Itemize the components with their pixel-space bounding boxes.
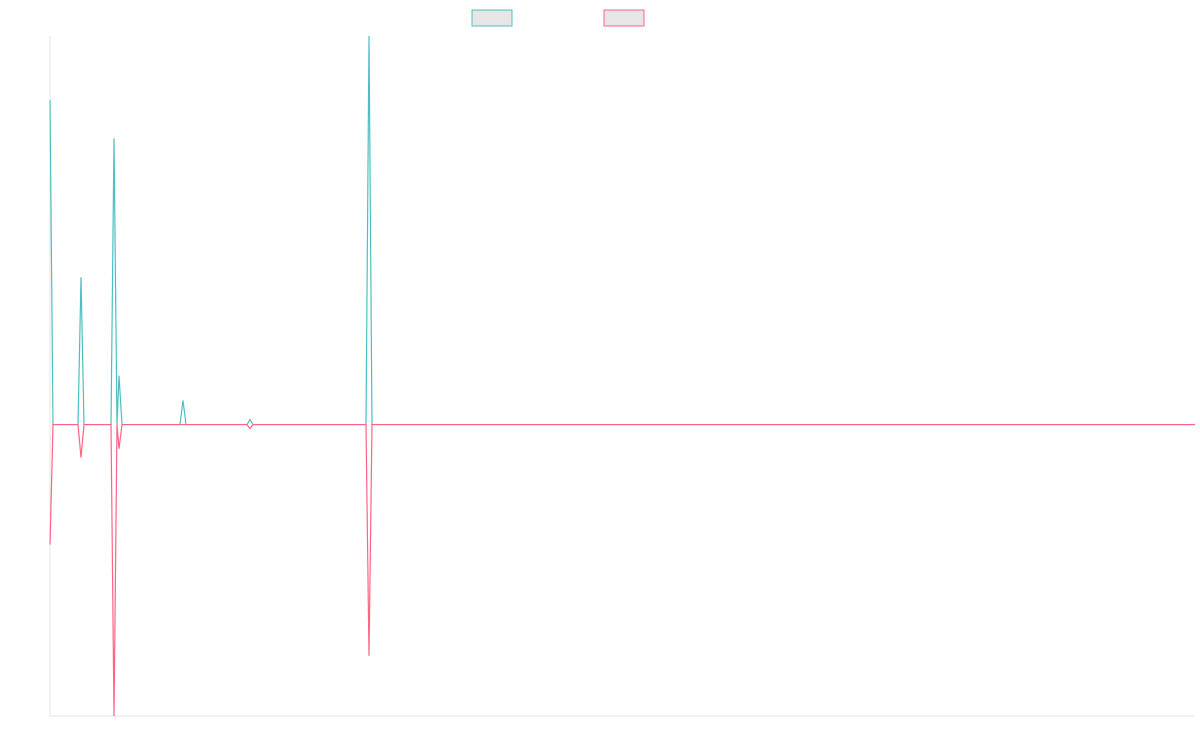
legend-swatch xyxy=(603,9,645,27)
series-line xyxy=(49,35,1195,426)
series-line xyxy=(49,423,1195,717)
legend-swatch xyxy=(471,9,513,27)
